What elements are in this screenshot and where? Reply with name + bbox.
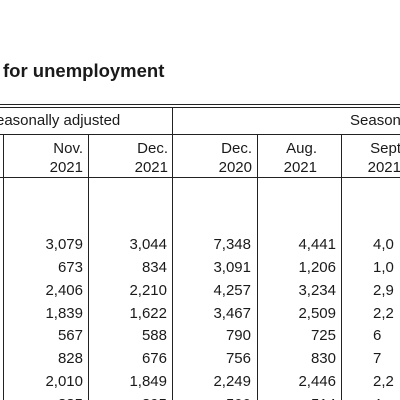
table-cell: 1,622 — [129, 305, 167, 322]
table-cell: 2,2 — [373, 373, 394, 390]
column-header-month: Dec. — [137, 140, 168, 157]
table-cell: 2,010 — [45, 373, 83, 390]
column-header-sept-2021: Sept 2021 — [346, 139, 400, 177]
column-header-month: Nov. — [53, 140, 83, 157]
table-title: for unemployment — [3, 60, 165, 81]
top-rule — [0, 104, 400, 105]
table-cell: 1,849 — [129, 373, 167, 390]
table-cell: 3,234 — [298, 282, 336, 299]
column-header-year: 2021 — [49, 159, 83, 176]
table-cell: 4,0 — [373, 236, 394, 253]
table-cell: 4,257 — [213, 282, 251, 299]
column-separator — [257, 134, 258, 400]
table-cell: 7,348 — [213, 236, 251, 253]
table-cell: 2,249 — [213, 373, 251, 390]
column-header-dec-2021: Dec. 2021 — [92, 139, 168, 177]
column-header-year: 2021 — [367, 159, 400, 176]
table-cell: 567 — [57, 327, 83, 344]
table-cell: 725 — [310, 327, 336, 344]
column-header-month: Dec. — [221, 140, 252, 157]
table-cell: 7 — [373, 350, 382, 367]
column-header-dec-2020: Dec. 2020 — [176, 139, 252, 177]
table-cell: 588 — [141, 327, 167, 344]
column-header-month: Aug. — [286, 140, 317, 157]
table-cell: 6 — [373, 327, 382, 344]
table-cell: 500 — [181, 397, 251, 400]
table-cell: 830 — [310, 350, 336, 367]
column-separator — [341, 134, 342, 400]
table-cell: 1,839 — [45, 305, 83, 322]
table-cell: 3,467 — [213, 305, 251, 322]
group-rule — [0, 134, 400, 135]
column-separator — [88, 134, 89, 400]
table-cell: 514 — [266, 397, 336, 400]
table-cell: 4,441 — [298, 236, 336, 253]
table-cell: 1,0 — [373, 259, 394, 276]
column-separator — [3, 134, 4, 400]
table-cell: 385 — [13, 397, 83, 400]
header-rule — [0, 177, 400, 178]
table-cell: 1,206 — [298, 259, 336, 276]
group-label-seasonally-unadjusted: Season — [350, 112, 400, 129]
table-cell: 4 — [373, 397, 400, 400]
column-header-month: Sept — [370, 140, 400, 157]
table-cell: 2,9 — [373, 282, 394, 299]
group-separator — [172, 107, 173, 400]
column-header-nov-2021: Nov. 2021 — [7, 139, 83, 177]
table-cell: 2,509 — [298, 305, 336, 322]
table-cell: 834 — [141, 259, 167, 276]
table-cell: 790 — [225, 327, 251, 344]
table-cell: 673 — [57, 259, 83, 276]
table-cell: 3,079 — [45, 236, 83, 253]
group-label-seasonally-adjusted: easonally adjusted — [0, 112, 121, 129]
column-header-year: 2021 — [283, 159, 317, 176]
table-cell: 2,2 — [373, 305, 394, 322]
table-cell: 756 — [225, 350, 251, 367]
table-cell: 2,446 — [298, 373, 336, 390]
top-rule-double — [0, 107, 400, 108]
table-cell: 3,091 — [213, 259, 251, 276]
table-cell: 2,406 — [45, 282, 83, 299]
table-cell: 3,044 — [129, 236, 167, 253]
column-header-year: 2021 — [134, 159, 168, 176]
table-cell: 828 — [57, 350, 83, 367]
column-header-aug-2021: Aug. 2021 — [261, 139, 317, 177]
table-cell: 395 — [97, 397, 167, 400]
table-cell: 2,210 — [129, 282, 167, 299]
column-header-year: 2020 — [218, 159, 252, 176]
table-cell: 676 — [141, 350, 167, 367]
